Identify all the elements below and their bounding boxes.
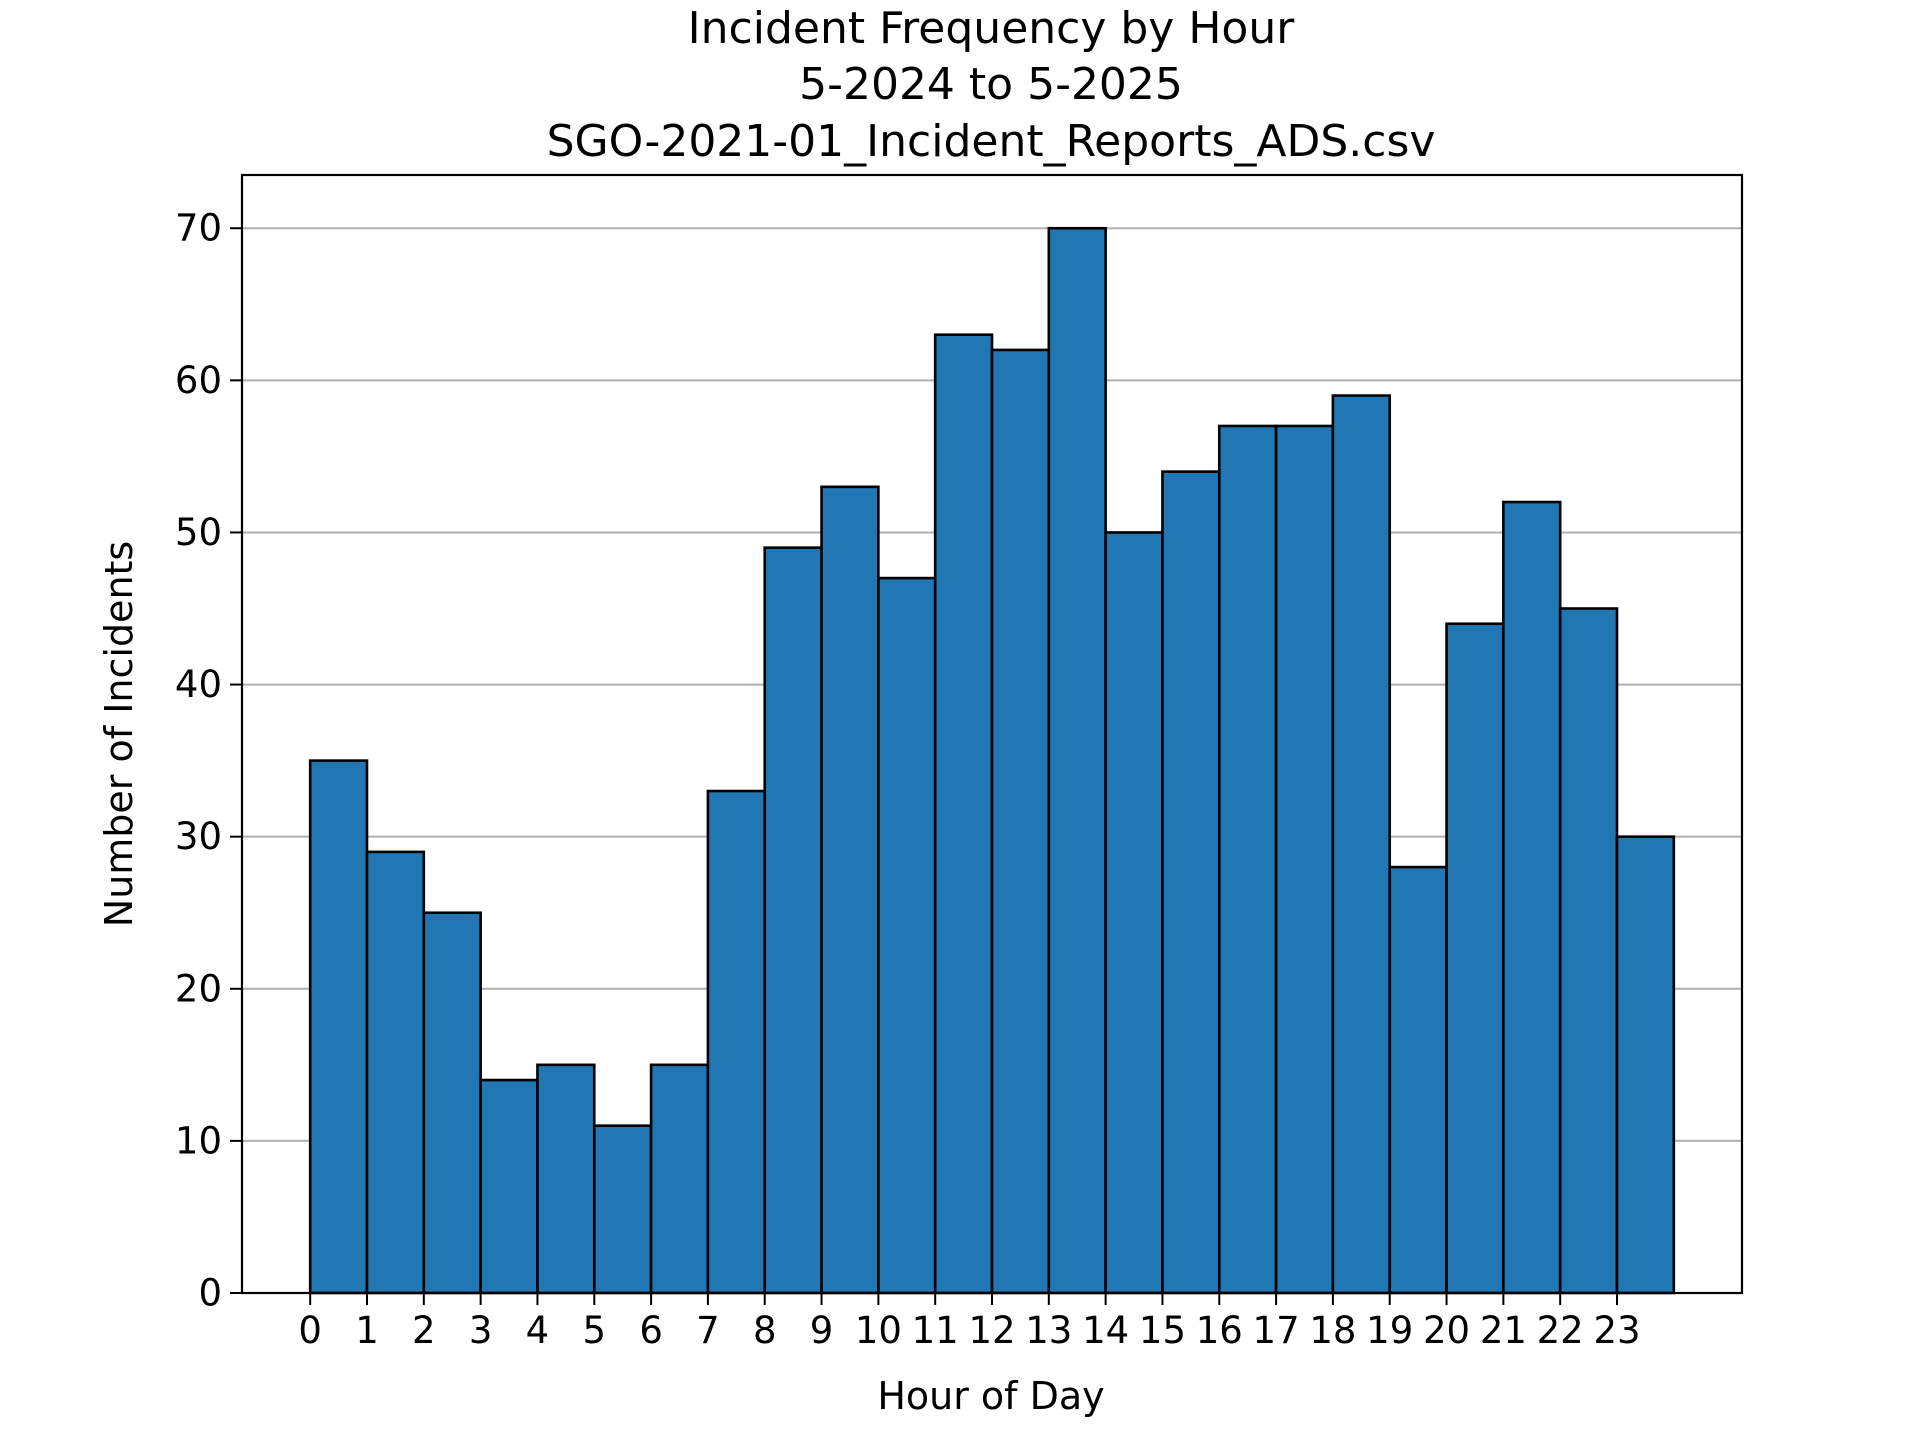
x-tick-label: 1 <box>355 1309 379 1352</box>
y-tick-label: 10 <box>175 1119 222 1162</box>
x-axis-label: Hour of Day <box>877 1374 1104 1418</box>
histogram-bar-hour-11 <box>933 333 994 1295</box>
histogram-bar-hour-0 <box>308 759 369 1295</box>
x-tick-label: 2 <box>412 1309 436 1352</box>
x-tick-label: 15 <box>1139 1309 1186 1352</box>
chart-title-line-1: Incident Frequency by Hour <box>688 3 1296 54</box>
x-tick-label: 4 <box>526 1309 550 1352</box>
histogram-bar-hour-3 <box>479 1078 539 1295</box>
chart-title-line-2: 5-2024 to 5-2025 <box>799 59 1183 110</box>
histogram-bar-hour-4 <box>536 1063 596 1295</box>
histogram-bar-hour-12 <box>990 348 1051 1295</box>
y-axis-ticks: 0 10 20 30 40 50 60 70 <box>175 207 242 1315</box>
x-tick-label: 7 <box>696 1309 720 1352</box>
histogram-bar-hour-18 <box>1331 394 1392 1295</box>
x-tick-label: 9 <box>810 1309 834 1352</box>
x-tick-label: 18 <box>1309 1309 1356 1352</box>
x-tick-label: 16 <box>1196 1309 1243 1352</box>
histogram-bar-hour-6 <box>649 1063 710 1295</box>
histogram-bar-hour-16 <box>1217 424 1278 1295</box>
x-tick-label: 12 <box>968 1309 1015 1352</box>
histogram-bar-hour-21 <box>1502 500 1562 1295</box>
y-tick-label: 60 <box>175 359 222 402</box>
histogram-bar-hour-13 <box>1047 226 1107 1295</box>
x-tick-label: 0 <box>298 1309 322 1352</box>
x-axis-ticks: 0 1 2 3 4 5 6 7 8 9 10 11 12 13 14 15 16 17 18 19 20 21 22 23 <box>298 1293 1641 1352</box>
histogram-bar-hour-22 <box>1558 607 1619 1295</box>
y-tick-label: 30 <box>175 815 222 858</box>
y-tick-label: 50 <box>175 511 222 554</box>
histogram-bar-hour-23 <box>1615 835 1676 1295</box>
x-tick-label: 5 <box>582 1309 606 1352</box>
histogram-bar-hour-15 <box>1161 470 1221 1295</box>
histogram-bar-hour-7 <box>706 789 767 1295</box>
chart-title: Incident Frequency by Hour 5-2024 to 5-2… <box>547 3 1436 167</box>
histogram-bar-hour-5 <box>592 1124 653 1295</box>
x-tick-label: 11 <box>912 1309 959 1352</box>
x-tick-label: 8 <box>753 1309 777 1352</box>
y-tick-label: 20 <box>175 967 222 1010</box>
histogram-bar-hour-2 <box>422 911 482 1295</box>
y-tick-label: 70 <box>175 207 222 250</box>
x-tick-label: 23 <box>1593 1309 1640 1352</box>
histogram-bar-hour-20 <box>1445 622 1505 1295</box>
x-tick-label: 17 <box>1253 1309 1300 1352</box>
x-tick-label: 13 <box>1025 1309 1072 1352</box>
x-tick-label: 20 <box>1423 1309 1470 1352</box>
y-tick-label: 0 <box>198 1272 222 1315</box>
histogram-bar-hour-14 <box>1104 531 1164 1295</box>
histogram-bar-hour-9 <box>820 485 880 1295</box>
x-tick-label: 14 <box>1082 1309 1129 1352</box>
histogram-bar-hour-17 <box>1274 424 1335 1295</box>
histogram-bar-hour-10 <box>877 576 937 1295</box>
x-tick-label: 3 <box>469 1309 493 1352</box>
y-tick-label: 40 <box>175 663 222 706</box>
x-tick-label: 10 <box>855 1309 902 1352</box>
x-tick-label: 22 <box>1537 1309 1584 1352</box>
histogram-bar-hour-1 <box>365 850 426 1295</box>
histogram-bars <box>308 226 1676 1295</box>
x-tick-label: 6 <box>639 1309 663 1352</box>
histogram-bar-hour-19 <box>1388 865 1448 1295</box>
y-axis-label: Number of Incidents <box>97 541 141 927</box>
histogram-bar-hour-8 <box>763 546 823 1295</box>
chart-title-line-3: SGO-2021-01_Incident_Reports_ADS.csv <box>547 116 1436 167</box>
x-tick-label: 19 <box>1366 1309 1413 1352</box>
x-tick-label: 21 <box>1480 1309 1527 1352</box>
